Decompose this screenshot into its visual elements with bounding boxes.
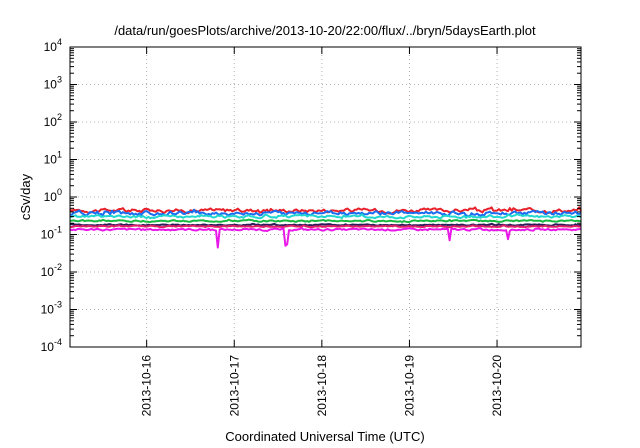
series-line	[69, 213, 582, 220]
y-tick-label: 100	[44, 187, 62, 204]
series-line	[69, 218, 582, 224]
y-tick-label: 101	[44, 150, 62, 167]
x-tick-label: 2013-10-16	[140, 355, 154, 417]
ticks	[70, 46, 581, 348]
x-tick-label: 2013-10-18	[315, 355, 329, 417]
chart-title: /data/run/goesPlots/archive/2013-10-20/2…	[114, 23, 536, 38]
y-tick-label: 10-3	[41, 300, 62, 317]
y-tick-label: 10-1	[41, 225, 62, 242]
series-line	[69, 222, 582, 227]
grid	[70, 47, 581, 347]
y-axis-label: cSv/day	[18, 173, 33, 220]
series-line	[69, 208, 582, 218]
x-tick-label: 2013-10-17	[227, 355, 241, 417]
y-tick-labels: 10-4 10-3 10-2 10-1 100 101 102 103 104	[41, 37, 62, 354]
x-tick-label: 2013-10-20	[490, 355, 504, 417]
x-axis-label: Coordinated Universal Time (UTC)	[225, 429, 424, 444]
y-tick-label: 10-2	[41, 262, 62, 279]
y-tick-label: 104	[44, 37, 62, 54]
series-group	[69, 206, 582, 249]
y-tick-label: 10-4	[41, 337, 62, 354]
series-line	[69, 226, 582, 249]
x-tick-labels: 2013-10-16 2013-10-17 2013-10-18 2013-10-19…	[140, 355, 504, 417]
series-line	[69, 206, 582, 215]
x-tick-label: 2013-10-19	[402, 355, 416, 417]
y-tick-label: 102	[44, 112, 62, 129]
series-line	[69, 224, 582, 229]
y-tick-label: 103	[44, 75, 62, 92]
